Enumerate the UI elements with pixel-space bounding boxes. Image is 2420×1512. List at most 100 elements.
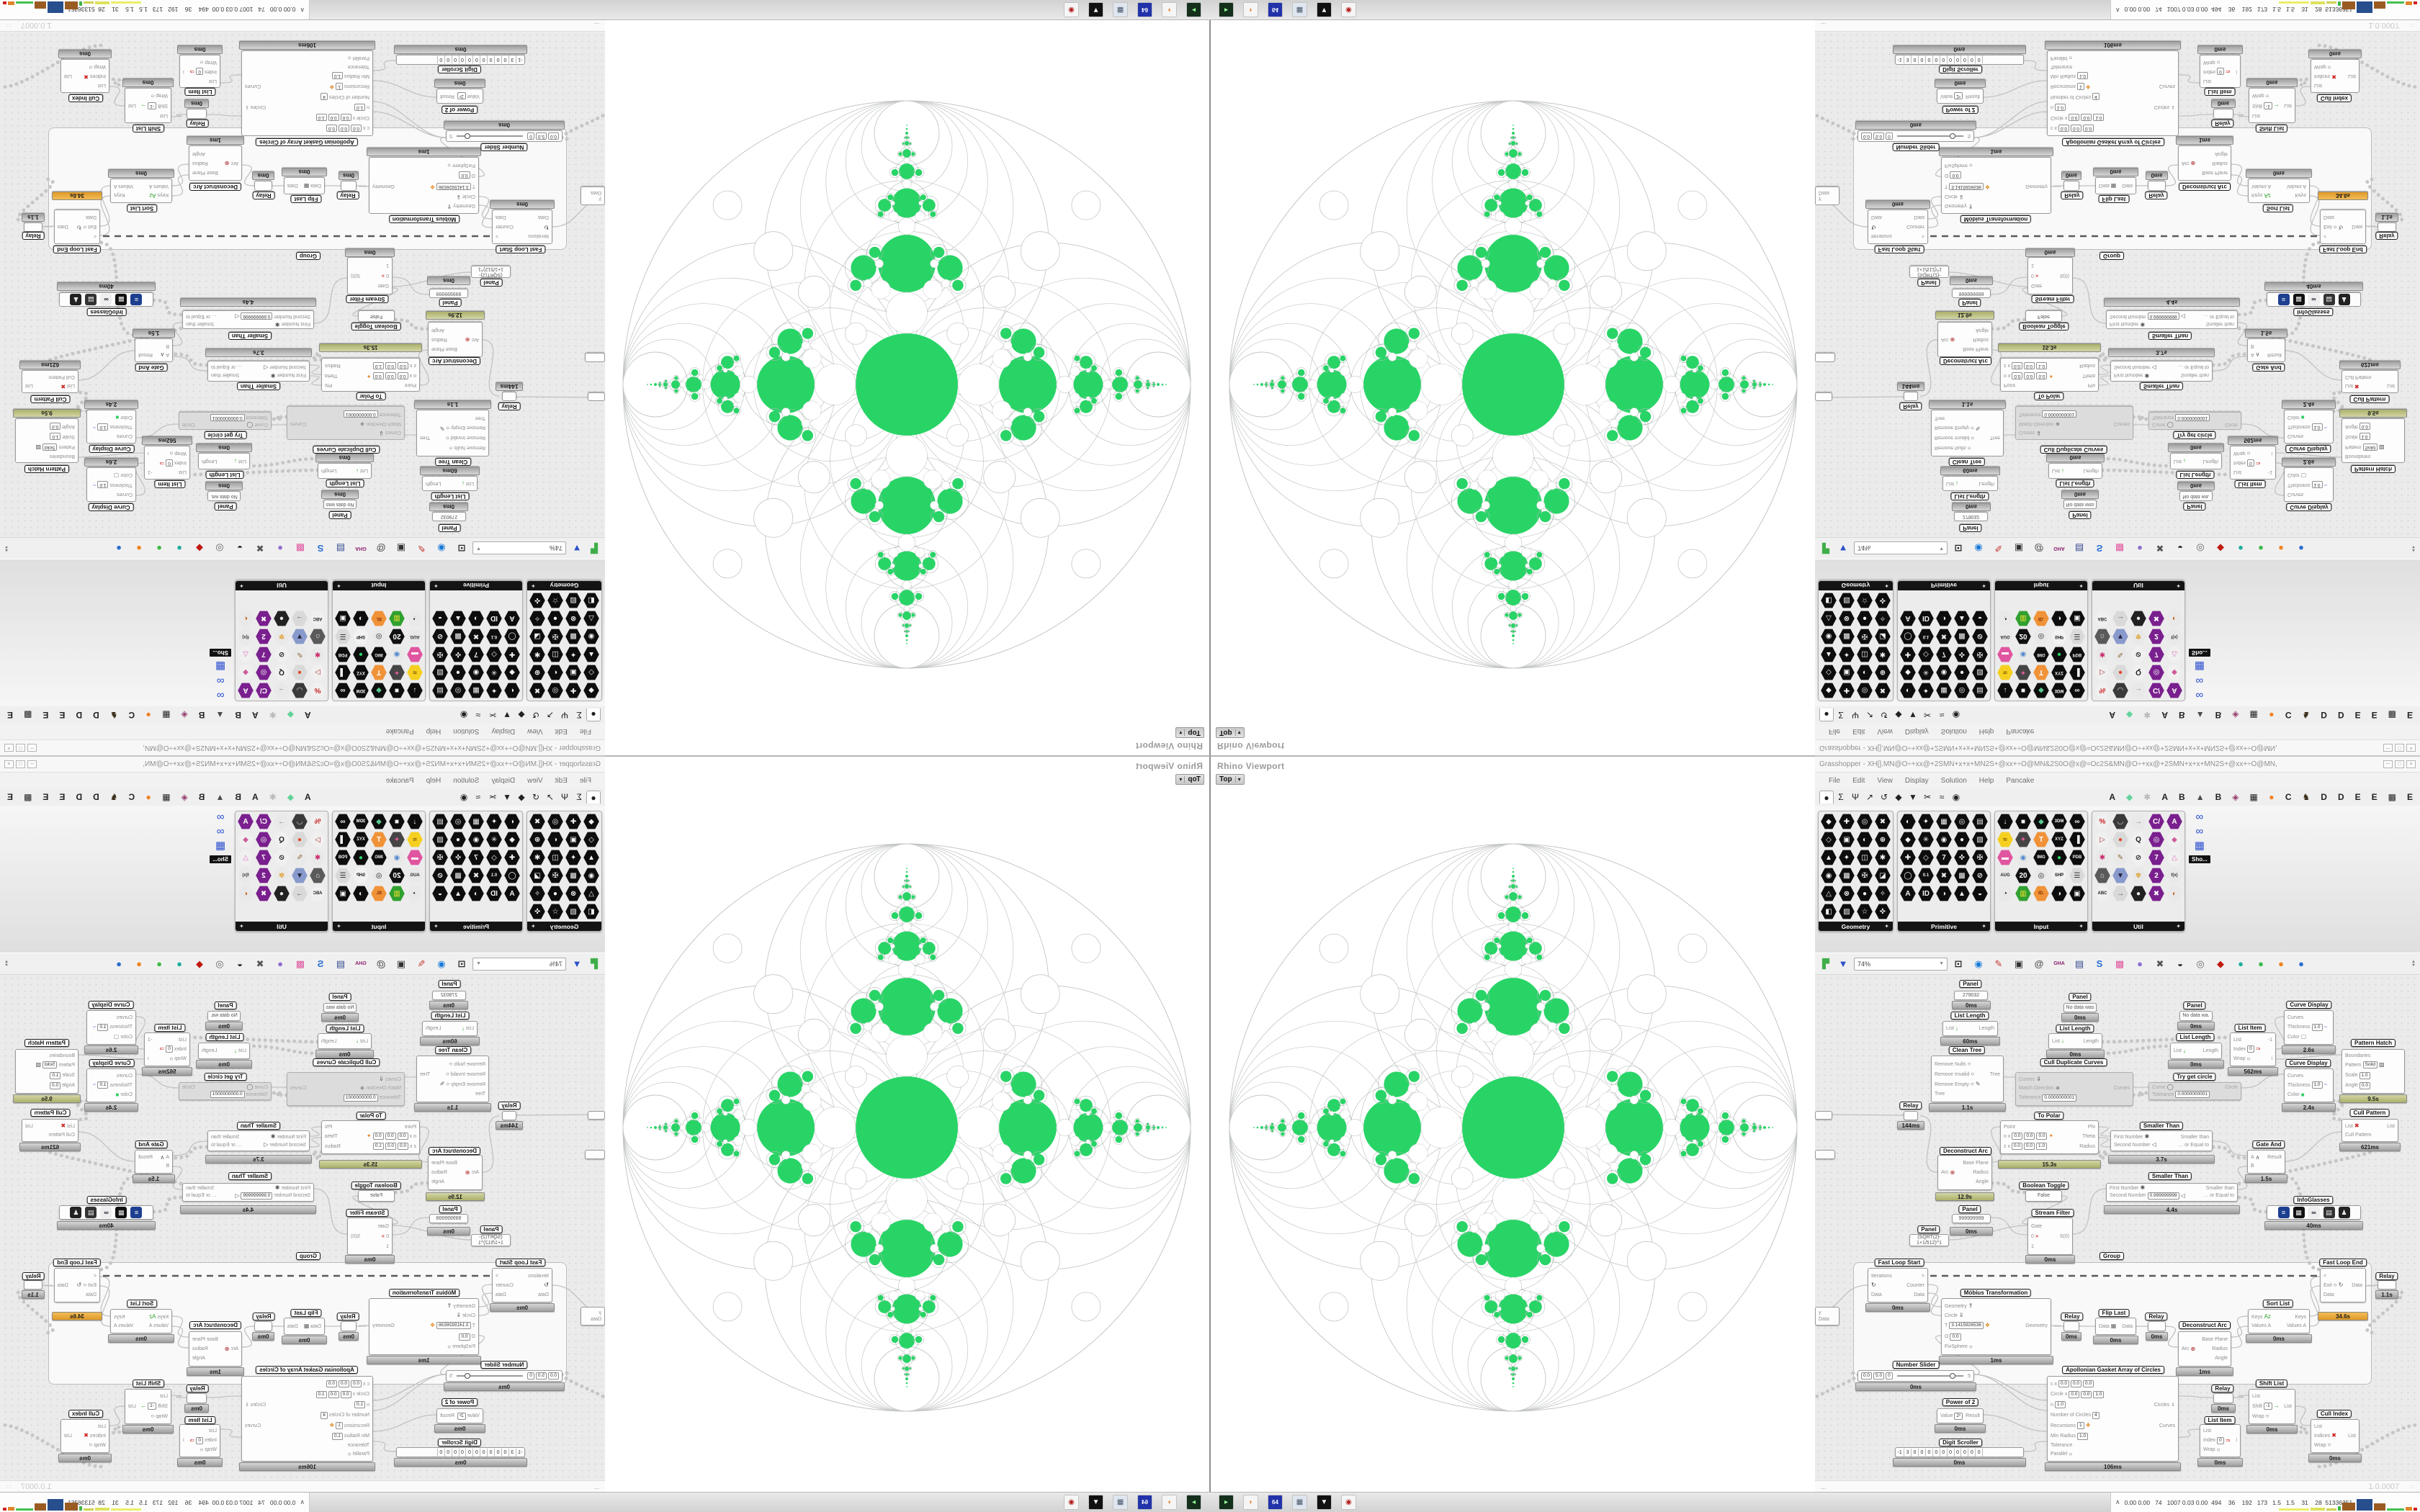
component-body[interactable]: Value 2ⁿ Result <box>1937 1408 1984 1423</box>
component-icon-geometry-6[interactable]: ◐ <box>547 832 563 847</box>
component-icon-input-10[interactable]: ▬ <box>1997 850 2013 865</box>
component-icon-primitive-17[interactable]: ✖ <box>1936 629 1952 644</box>
hat-sphere-button[interactable]: ◒ <box>237 958 243 969</box>
component-icon-util-3[interactable]: C/ <box>2148 814 2164 829</box>
component-icon-geometry-9[interactable]: ✦ <box>1839 850 1855 865</box>
overflow-dots[interactable]: ... <box>593 22 599 29</box>
grasshopper-titlebar[interactable]: Grasshopper - XH[].MN@O÷+xx@+2SMN+x+x+MN… <box>0 739 605 755</box>
component-icon-geometry-17[interactable]: ⊗ <box>565 886 581 901</box>
component-icon-geometry-21[interactable]: ▨ <box>1839 904 1855 919</box>
component-body[interactable] <box>254 1321 272 1331</box>
component-icon-util-15[interactable]: ⌂ <box>310 629 326 644</box>
menu-item-help[interactable]: Help <box>426 776 442 785</box>
plugin-tab-5[interactable]: ▲ <box>215 792 225 802</box>
component-icon-input-17[interactable]: ◎ <box>371 629 387 644</box>
component-body[interactable]: List ↓ Length <box>1942 1021 1998 1036</box>
component-body[interactable]: No data wa. <box>2179 491 2213 501</box>
value-box[interactable]: 0.0000000001 <box>210 414 245 421</box>
component-icon-primitive-6[interactable]: ✳ <box>1918 832 1934 847</box>
digit-cell[interactable]: 0 <box>1932 55 1940 63</box>
plugin-tab-8[interactable]: ▦ <box>162 792 171 802</box>
component-body[interactable]: 279032 <box>1954 991 1988 1000</box>
component-icon-input-2[interactable]: ◆ <box>2033 683 2049 698</box>
plugin-tab-9[interactable]: ● <box>2269 792 2275 802</box>
component-icon-input-0[interactable]: ↓ <box>407 814 423 829</box>
search-s-button[interactable]: S <box>2096 543 2103 554</box>
digit-cell[interactable]: 0 <box>1919 55 1926 63</box>
component-icon-geometry-1[interactable]: ✚ <box>565 683 581 698</box>
component-icon-input-18[interactable]: SHP <box>353 868 369 883</box>
component-icon-util-22[interactable]: ● <box>274 886 290 901</box>
component-body[interactable] <box>2063 1321 2079 1331</box>
component-icon-primitive-11[interactable]: ◇ <box>1918 647 1934 662</box>
digit-cell[interactable]: 0 <box>1961 1449 1969 1457</box>
menu-item-display[interactable]: Display <box>1904 776 1929 785</box>
value-box[interactable]: 0.0 <box>2359 1081 2370 1089</box>
menu-item-edit[interactable]: Edit <box>555 727 568 736</box>
component-icon-input-5[interactable]: ≈ <box>407 832 423 847</box>
category-tab-6[interactable]: ▼ <box>1909 792 1917 802</box>
chevron-down-icon[interactable]: ▾ <box>1234 729 1241 736</box>
component-icon-primitive-14[interactable]: ✠ <box>432 850 448 865</box>
component-icon-input-24[interactable]: ▣ <box>2069 886 2085 901</box>
component-icon-util-22[interactable]: ● <box>2130 886 2146 901</box>
component-icon-primitive-24[interactable]: ◒ <box>432 611 448 626</box>
component-icon-util-6[interactable]: ● <box>292 832 308 847</box>
panel-value[interactable]: 279032 <box>1962 992 1980 998</box>
extra-plugin-icon-0[interactable]: ∞ <box>2195 811 2204 823</box>
balloon-blue-button[interactable]: ● <box>2298 543 2304 554</box>
component-icon-primitive-21[interactable]: ID <box>1918 611 1934 626</box>
category-tab-3[interactable]: ↗ <box>1865 792 1874 802</box>
menu-item-file[interactable]: File <box>579 727 591 736</box>
component-body[interactable]: (SQRT(2)- 1+1/512)^1 <box>1909 1234 1949 1246</box>
balloon-orange-button[interactable]: ● <box>136 958 142 969</box>
component-icon-input-15[interactable]: AUG <box>407 868 423 883</box>
value-box[interactable]: 0.0000000001 <box>2042 410 2076 418</box>
component-icon-util-3[interactable]: C/ <box>256 683 272 698</box>
rhino-viewport[interactable]: Rhino Viewport Top ▾ <box>1210 756 1815 1492</box>
component-icon-primitive-7[interactable]: ◉ <box>468 832 484 847</box>
component-icon-primitive-13[interactable]: ✜ <box>450 850 466 865</box>
component-icon-geometry-5[interactable]: ▣ <box>565 665 581 680</box>
value-box[interactable]: 1.0 <box>2077 72 2089 80</box>
component-body[interactable]: Curves Thickness 1.0 ~ Color ■ <box>86 410 136 444</box>
component-icon-input-7[interactable]: T <box>371 832 387 847</box>
value-box[interactable]: 4 <box>2092 93 2099 101</box>
hat-sphere-button[interactable]: ◒ <box>237 543 243 554</box>
category-tab-7[interactable]: ✂ <box>488 792 497 802</box>
digit-cell[interactable]: 0 <box>501 1449 508 1457</box>
component-icon-primitive-13[interactable]: ✜ <box>1954 850 1970 865</box>
component-icon-util-4[interactable]: A <box>2166 814 2182 829</box>
category-tab-7[interactable]: ✂ <box>1923 710 1932 720</box>
component-icon-primitive-12[interactable]: 7 <box>1936 647 1952 662</box>
component-icon-input-23[interactable]: ◑ <box>2051 611 2067 626</box>
plugin-tab-9[interactable]: ● <box>2269 710 2275 720</box>
digit-cell[interactable]: 3 <box>1904 55 1912 63</box>
infoglasses-icon[interactable]: ▦ <box>2293 294 2305 305</box>
component-icon-util-4[interactable]: A <box>238 814 254 829</box>
value-box[interactable]: 0.0 <box>340 1390 351 1398</box>
component-icon-input-5[interactable]: ≈ <box>1997 665 2013 680</box>
component-body[interactable] <box>2148 181 2166 191</box>
panel-value[interactable]: (SQRT(2)- 1+1/512)^1 <box>478 266 504 278</box>
zoom-fit-button[interactable]: ⊡ <box>457 958 466 969</box>
taskbar-app-terminal[interactable]: ▸ <box>1219 2 1234 17</box>
value-box[interactable]: 1.0 <box>2077 1432 2089 1440</box>
taskbar-app-red-app[interactable]: ◉ <box>1341 2 1356 17</box>
component-icon-util-1[interactable]: ◡ <box>292 814 308 829</box>
component-icon-util-17[interactable]: ✾ <box>2130 868 2146 883</box>
gift-button[interactable]: ▩ <box>295 543 305 554</box>
value-box[interactable]: 0.0000000001 <box>344 410 378 418</box>
component-icon-input-14[interactable]: PDB <box>335 850 351 865</box>
component-body[interactable]: < Exit ○ ↻ Data Data <box>54 1268 100 1302</box>
category-tab-9[interactable]: ◉ <box>1952 792 1960 802</box>
value-box[interactable]: -1 <box>2264 1403 2272 1410</box>
digit-cell[interactable]: 0 <box>1947 55 1955 63</box>
panel-value[interactable]: No data wa. <box>210 494 238 499</box>
component-body[interactable]: Curves Thickness 1.0 ~ Color ■ <box>86 1068 136 1102</box>
component-icon-util-2[interactable]: → <box>274 814 290 829</box>
value-box[interactable]: 0.0000000001 <box>2175 1091 2210 1098</box>
value-box[interactable]: 0.0 <box>372 372 384 379</box>
component-icon-geometry-20[interactable]: ◧ <box>583 904 599 919</box>
hat-sphere-button[interactable]: ◒ <box>2177 543 2183 554</box>
